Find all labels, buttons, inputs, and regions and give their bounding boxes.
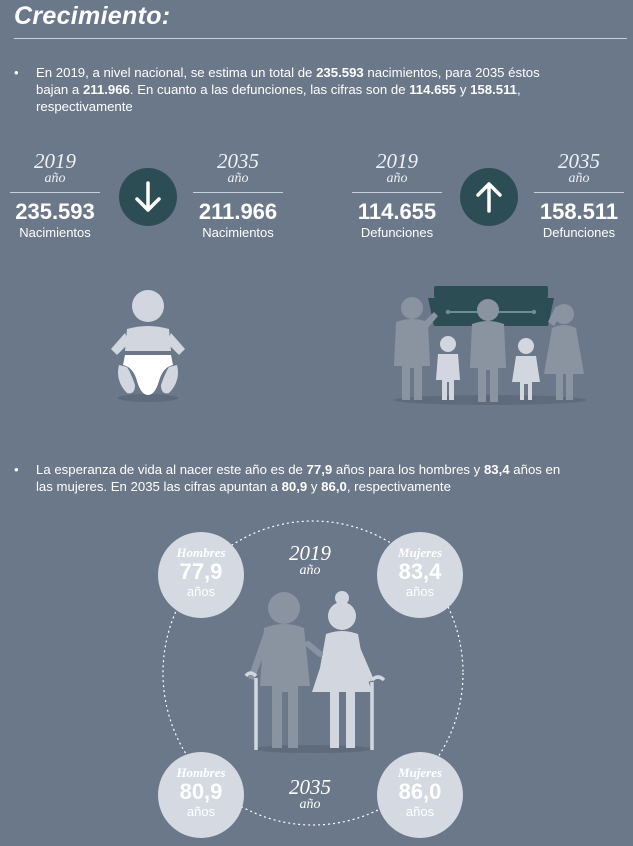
highlighted-figure: 235.593 [316,65,364,80]
year-text: 2019 [289,541,331,565]
stat-value: 235.593 [15,199,95,224]
group-label: Hombres [176,765,226,780]
group-label: Mujeres [397,545,443,560]
life-expectancy-value: 80,9 [179,779,223,804]
life-expectancy-value: 77,9 [179,559,223,584]
stat-divider [352,192,442,193]
funeral-family-icon [394,286,586,405]
stat-value: 158.511 [539,199,619,224]
highlighted-figure: 83,4 [483,462,510,477]
summary-text: La esperanza de vida al nacer este año e… [36,461,566,495]
deaths-2035-stat: 2035 año 158.511 Defunciones [534,150,624,241]
life-expectancy-value: 86,0 [398,779,442,804]
births-2035-stat: 2035 año 211.966 Nacimientos [193,150,283,241]
text-segment: , respectivamente [36,82,521,114]
ano-text: año [299,563,321,578]
summary-text: En 2019, a nivel nacional, se estima un … [36,64,556,115]
stat-label: Nacimientos [19,225,91,240]
text-segment: , respectivamente [346,479,451,494]
group-label: Hombres [176,545,226,560]
year-text: 2035 [289,775,331,799]
text-segment: años para los hombres y [332,462,484,477]
stat-divider [193,192,283,193]
highlighted-figure: 114.655 [409,82,457,97]
unit-label: años [405,804,435,819]
stat-value: 211.966 [198,199,278,224]
title-divider [14,38,627,39]
life-expectancy-summary: • La esperanza de vida al nacer este año… [14,461,580,495]
births-deaths-summary: • En 2019, a nivel nacional, se estima u… [14,64,580,115]
stat-value: 114.655 [357,199,437,224]
highlighted-figure: 158.511 [470,82,518,97]
ano-text: año [299,797,321,812]
ano-label: año [227,171,249,186]
highlighted-figure: 80,9 [281,479,308,494]
text-segment: y [456,82,471,97]
bullet-marker: • [14,65,19,80]
year-label: 2035 [558,149,600,173]
page-title: Crecimiento: [14,2,171,30]
baby-icon [111,290,185,402]
unit-label: años [186,804,216,819]
deaths-2019-stat: 2019 año 114.655 Defunciones [352,150,442,241]
text-segment: años en las mujeres. En 2035 las cifras … [36,462,561,494]
year-label: 2035 [217,149,259,173]
arrow-down-icon [119,168,177,226]
life-expectancy-value: 83,4 [398,559,442,584]
ano-label: año [386,171,408,186]
bullet-marker: • [14,462,19,477]
life-expectancy-ring [162,520,464,826]
elderly-couple-icon [244,591,386,753]
men-2019-circle: Hombres 77,9 años [158,532,244,618]
men-2035-circle: Hombres 80,9 años [158,752,244,838]
arrow-up-icon [460,168,518,226]
highlighted-figure: 77,9 [306,462,333,477]
unit-label: años [405,584,435,599]
ano-label: año [44,171,66,186]
births-2019-stat: 2019 año 235.593 Nacimientos [10,150,100,241]
year-label: 2019 [376,149,418,173]
stat-label: Defunciones [360,225,434,240]
text-segment: y [307,479,322,494]
year-2035-label: 2035 año [270,776,350,812]
text-segment: nacimientos, para 2035 éstos bajan a [36,65,540,97]
women-2019-circle: Mujeres 83,4 años [377,532,463,618]
text-segment: En 2019, a nivel nacional, se estima un … [36,65,317,80]
year-label: 2019 [34,149,76,173]
ano-label: año [568,171,590,186]
highlighted-figure: 86,0 [321,479,347,494]
unit-label: años [186,584,216,599]
women-2035-circle: Mujeres 86,0 años [377,752,463,838]
stat-divider [10,192,100,193]
year-2019-label: 2019 año [270,542,350,578]
stat-label: Nacimientos [202,225,274,240]
group-label: Mujeres [397,765,443,780]
text-segment: La esperanza de vida al nacer este año e… [36,462,307,477]
stat-label: Defunciones [542,225,616,240]
highlighted-figure: 211.966 [82,82,130,97]
stat-divider [534,192,624,193]
text-segment: . En cuanto a las defunciones, las cifra… [129,82,410,97]
